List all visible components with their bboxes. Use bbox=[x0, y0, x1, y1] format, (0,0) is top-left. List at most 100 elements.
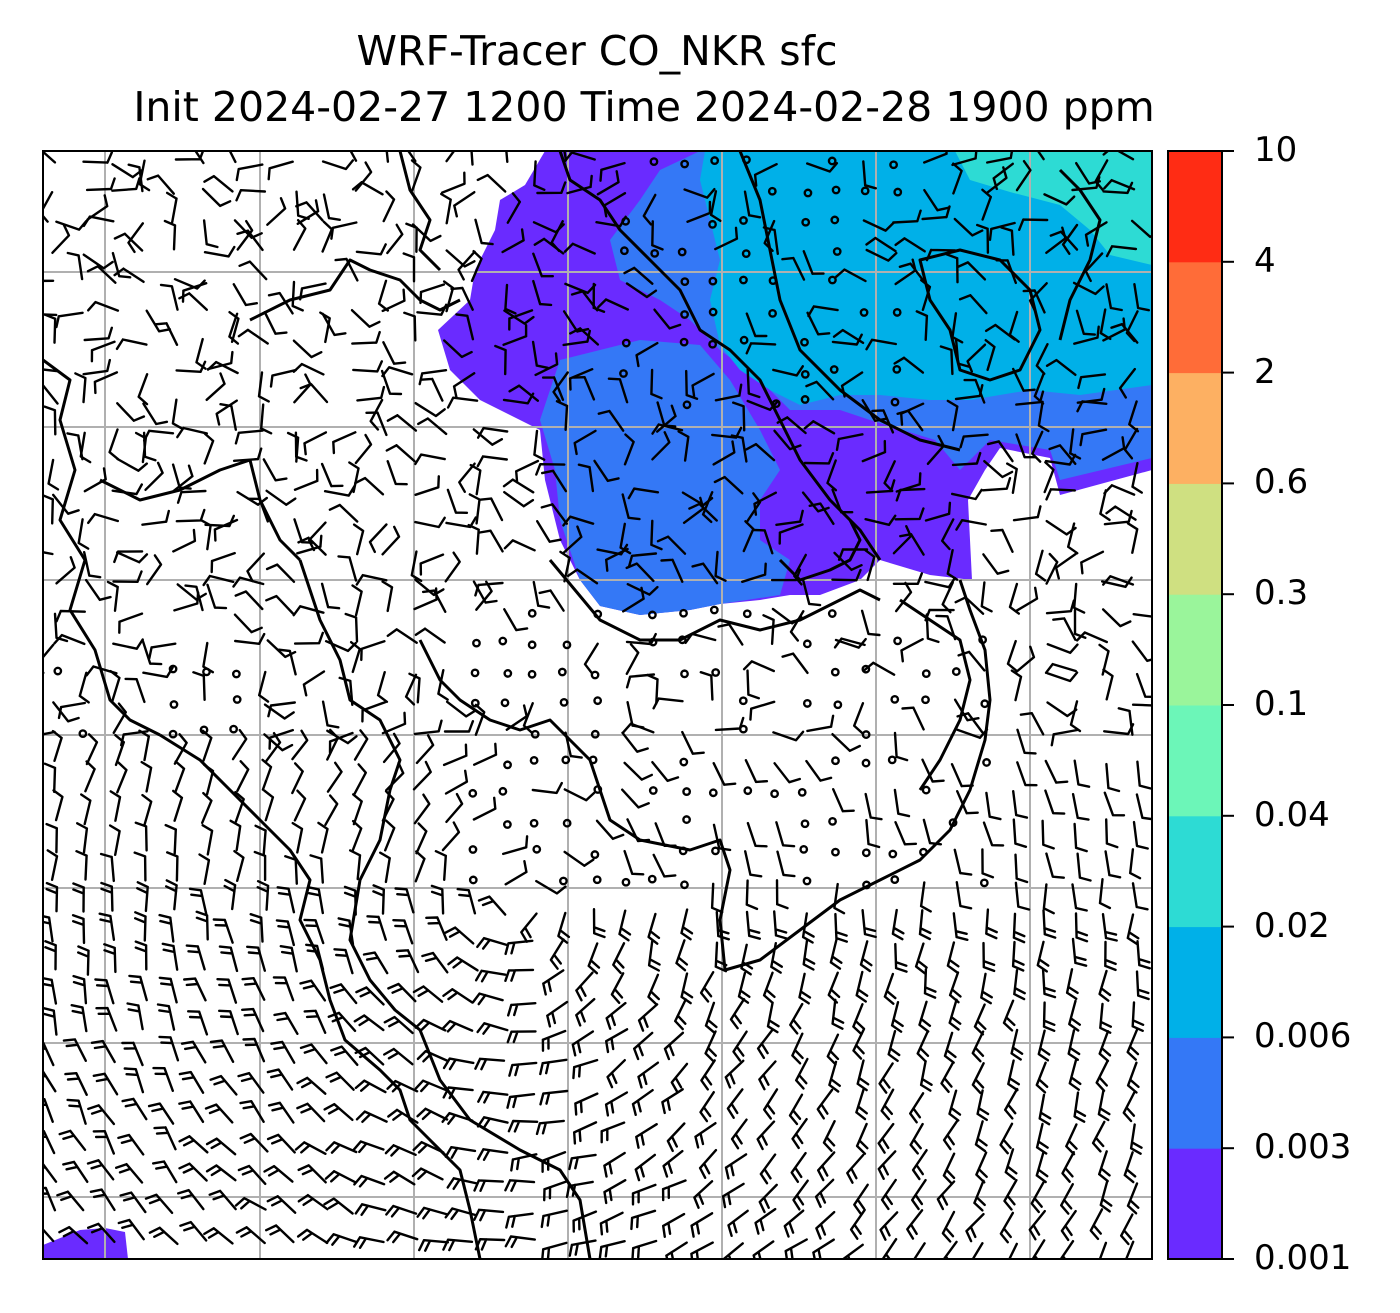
wind-barb bbox=[425, 916, 448, 941]
wind-barb bbox=[299, 979, 327, 1002]
wind-barb bbox=[752, 1240, 775, 1259]
calm-wind-circle bbox=[802, 639, 812, 649]
wind-barb bbox=[414, 850, 426, 883]
wind-barb bbox=[663, 1031, 685, 1061]
wind-barb bbox=[351, 819, 363, 852]
wind-barb bbox=[267, 701, 296, 718]
wind-barb bbox=[126, 1002, 144, 1031]
wind-barb bbox=[627, 552, 658, 568]
wind-barb bbox=[235, 189, 267, 202]
wind-barb bbox=[1000, 226, 1015, 256]
wind-barb bbox=[842, 1243, 864, 1259]
wind-barb bbox=[781, 652, 809, 675]
calm-wind-circle bbox=[502, 820, 512, 829]
wind-barb bbox=[913, 1242, 926, 1259]
wind-barb bbox=[372, 884, 385, 915]
wind-barb bbox=[921, 758, 945, 783]
wind-barb bbox=[140, 760, 153, 793]
wind-barb bbox=[661, 1088, 684, 1115]
wind-barb bbox=[141, 793, 153, 826]
wind-barb bbox=[414, 402, 446, 418]
wind-barb bbox=[1068, 1058, 1082, 1091]
wind-barb bbox=[942, 1152, 956, 1185]
calm-wind-circle bbox=[921, 669, 931, 678]
wind-barb bbox=[1123, 427, 1139, 460]
wind-barb bbox=[956, 261, 987, 281]
wind-barb bbox=[900, 638, 924, 663]
wind-barb bbox=[631, 1183, 657, 1206]
wind-barb bbox=[415, 822, 428, 855]
wind-barb bbox=[564, 731, 583, 759]
wind-barb bbox=[1015, 390, 1045, 406]
wind-barb bbox=[656, 404, 677, 433]
wind-barb bbox=[536, 181, 567, 195]
wind-barb bbox=[239, 1100, 265, 1123]
wind-barb bbox=[563, 151, 568, 161]
wind-barb bbox=[721, 1182, 745, 1209]
calm-wind-circle bbox=[593, 785, 603, 794]
wind-barb bbox=[147, 1102, 175, 1125]
wind-barb bbox=[1102, 668, 1114, 701]
wind-barb bbox=[95, 1006, 118, 1032]
wind-barb bbox=[623, 849, 645, 876]
wind-barb bbox=[86, 1159, 115, 1181]
wind-barb bbox=[265, 489, 297, 506]
wind-barb bbox=[85, 177, 116, 192]
wind-barb bbox=[985, 908, 998, 940]
wind-barb bbox=[520, 912, 538, 943]
wind-barb bbox=[507, 1119, 539, 1133]
wind-barb bbox=[1101, 913, 1118, 942]
wind-barb bbox=[1117, 707, 1134, 736]
wind-barb bbox=[683, 188, 716, 199]
wind-barb bbox=[571, 1030, 595, 1057]
wind-barb bbox=[472, 428, 504, 446]
wind-barb bbox=[880, 1178, 897, 1211]
wind-barb bbox=[351, 181, 384, 196]
wind-barb bbox=[974, 1120, 988, 1153]
wind-barb bbox=[756, 1028, 774, 1060]
colorbar-tick-label: 0.001 bbox=[1254, 1238, 1352, 1278]
calm-wind-circle bbox=[680, 310, 689, 319]
wind-barb bbox=[134, 821, 148, 852]
wind-barb bbox=[43, 279, 55, 283]
wind-barb bbox=[103, 943, 117, 974]
wind-barb bbox=[911, 1149, 928, 1181]
wind-barb bbox=[745, 312, 768, 338]
wind-barb bbox=[1089, 1208, 1104, 1241]
wind-barb bbox=[712, 762, 737, 786]
wind-barb bbox=[856, 1059, 870, 1092]
wind-barb bbox=[113, 550, 144, 564]
wind-barb bbox=[467, 523, 480, 555]
wind-barb bbox=[325, 1141, 358, 1154]
wind-barb bbox=[776, 416, 807, 435]
wind-barb bbox=[921, 205, 951, 221]
calm-wind-circle bbox=[647, 610, 657, 620]
wind-barb bbox=[80, 793, 92, 826]
calm-wind-circle bbox=[980, 699, 990, 709]
calm-wind-circle bbox=[797, 787, 807, 797]
wind-barb bbox=[1131, 703, 1152, 707]
wind-barb bbox=[309, 854, 324, 884]
wind-barb bbox=[646, 673, 659, 705]
wind-barb bbox=[604, 1091, 629, 1117]
wind-barb bbox=[828, 1060, 841, 1093]
wind-barb bbox=[674, 998, 687, 1031]
wind-barb bbox=[587, 942, 601, 975]
wind-barb bbox=[865, 248, 898, 262]
wind-barb bbox=[62, 1160, 89, 1183]
calm-wind-circle bbox=[800, 337, 809, 347]
wind-barb bbox=[595, 819, 625, 840]
wind-barb bbox=[746, 368, 761, 399]
wind-barb bbox=[685, 369, 699, 400]
wind-barb bbox=[434, 850, 447, 881]
colorbar-tick-label: 0.6 bbox=[1254, 462, 1309, 503]
calm-wind-circle bbox=[648, 786, 658, 795]
wind-barb bbox=[183, 977, 207, 1002]
wind-barb bbox=[249, 913, 264, 943]
wind-barb bbox=[1126, 1028, 1140, 1061]
wind-barb bbox=[510, 1153, 538, 1172]
wind-barb bbox=[651, 431, 671, 461]
wind-barb bbox=[354, 161, 373, 192]
wind-barb bbox=[161, 942, 179, 971]
wind-barb bbox=[1046, 643, 1079, 654]
